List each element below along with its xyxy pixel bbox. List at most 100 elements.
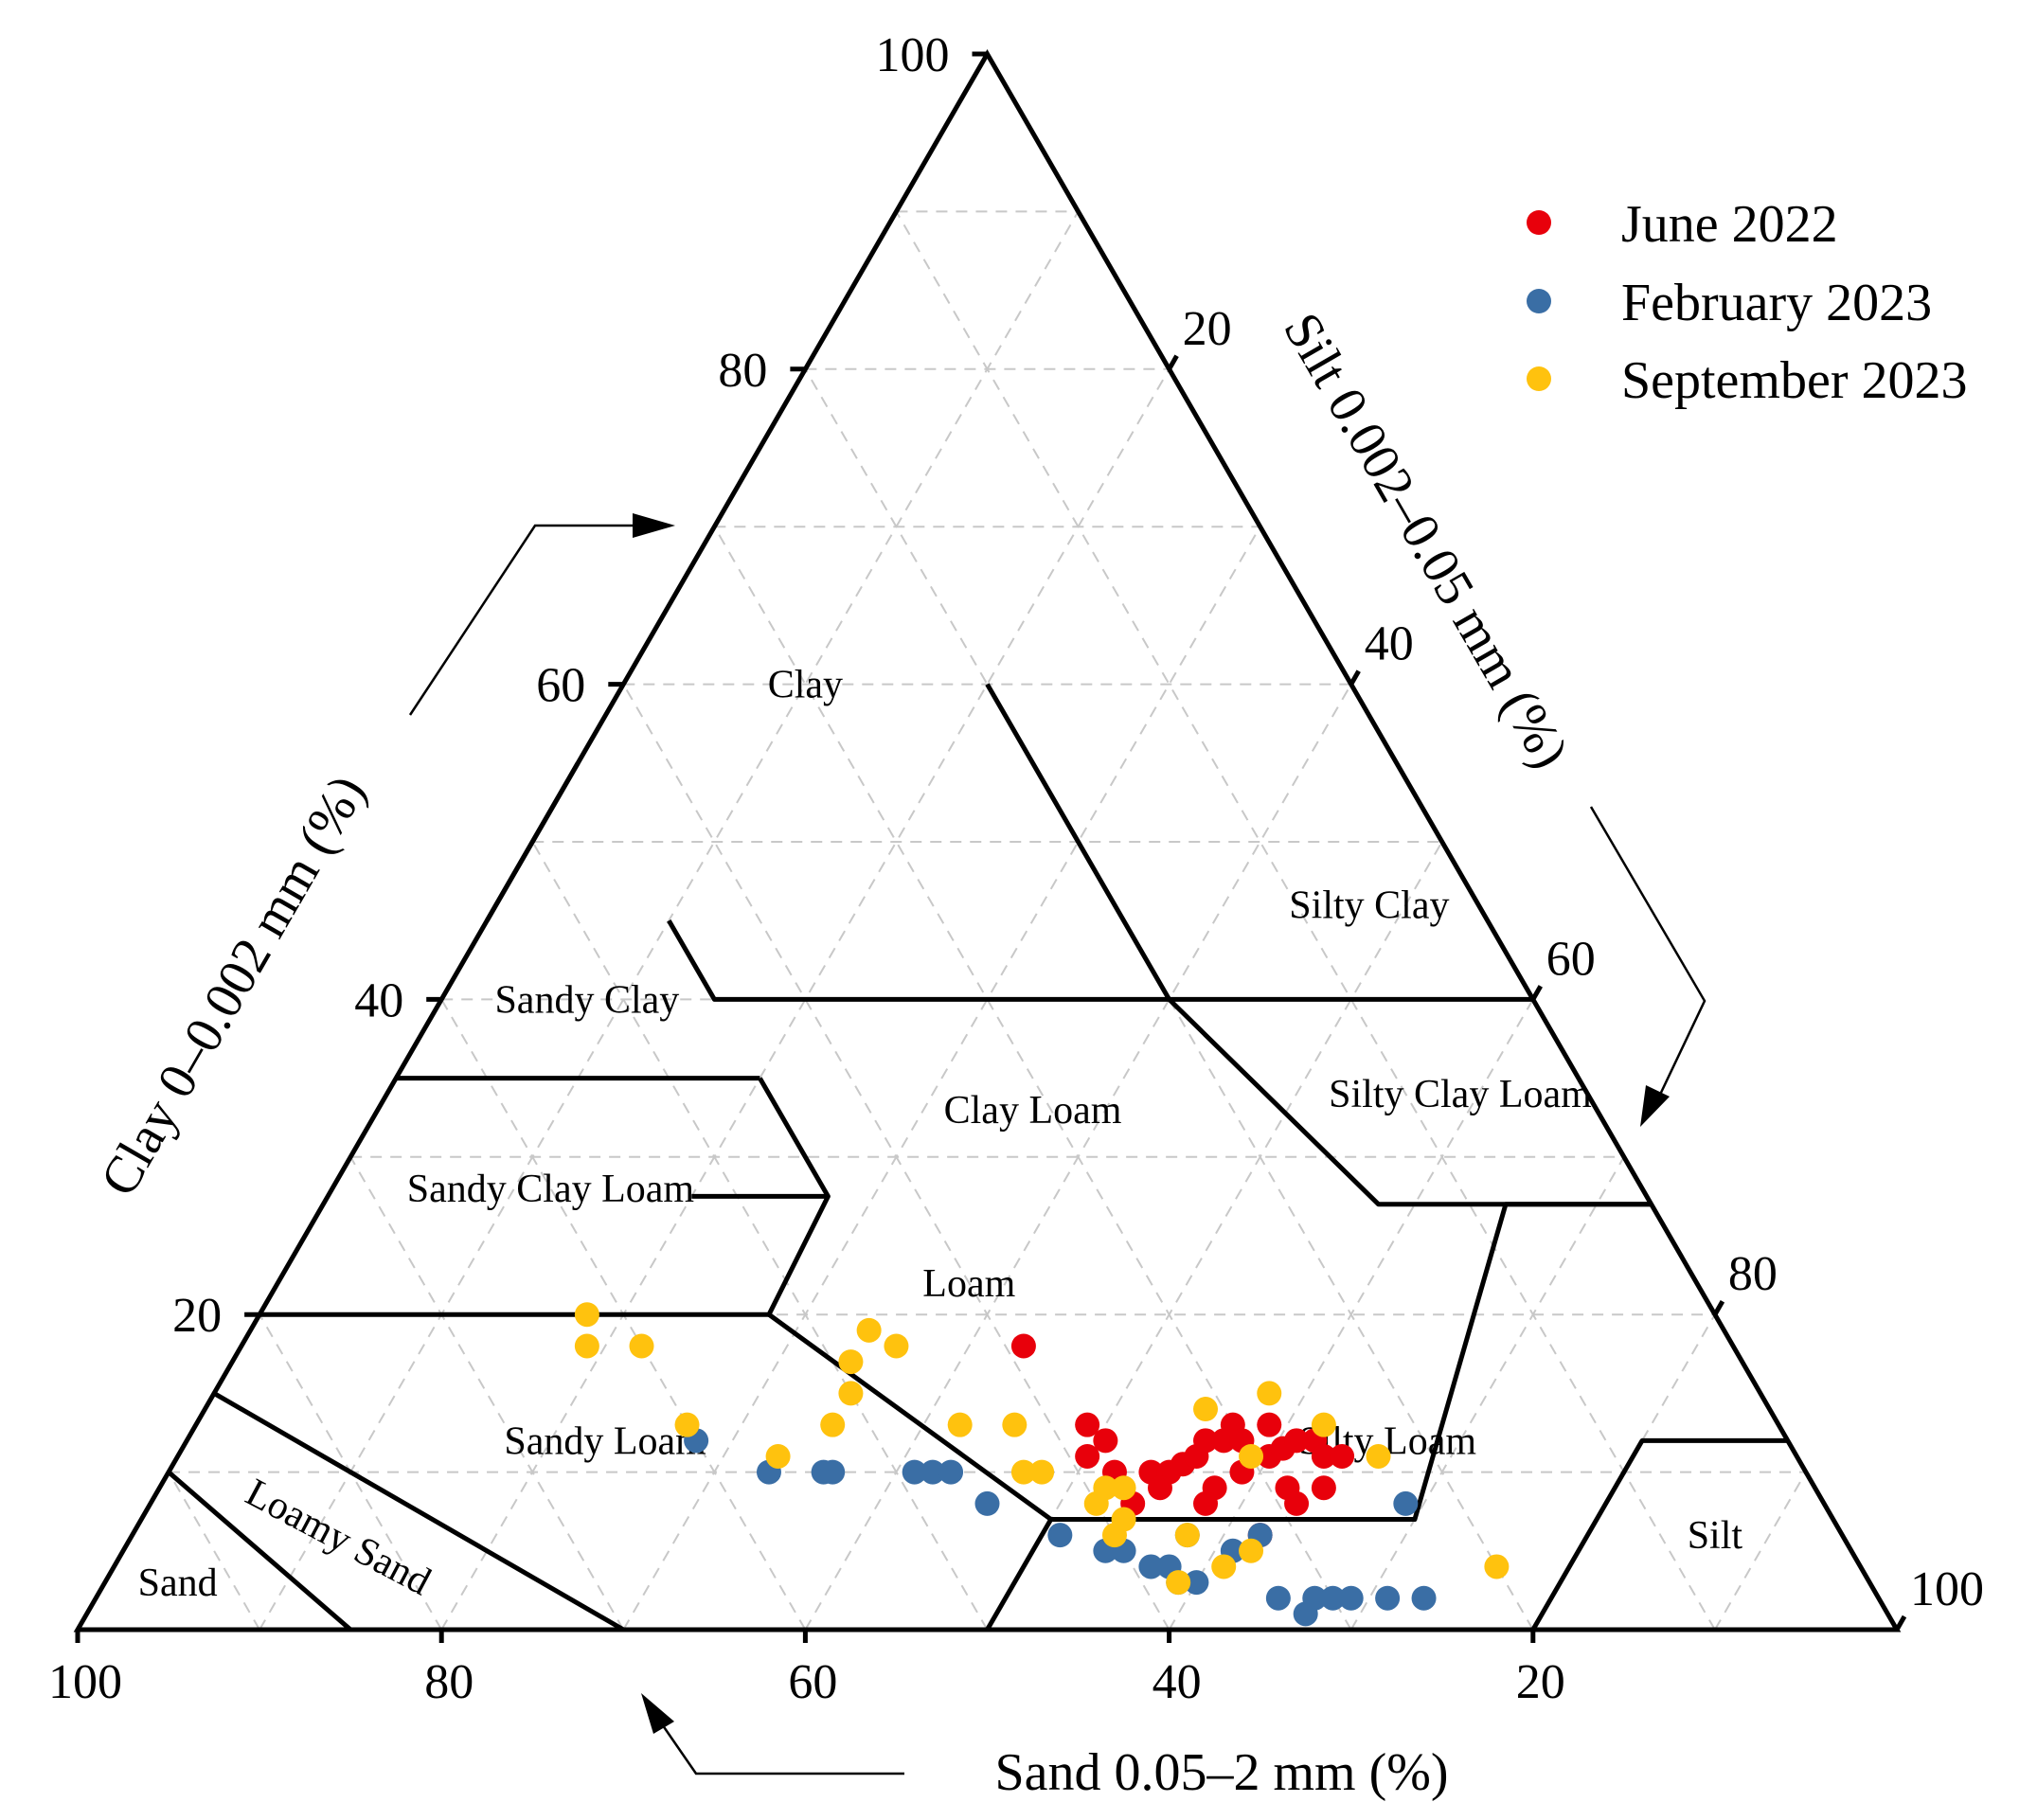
legend-label-june-2022: June 2022 bbox=[1621, 195, 1838, 254]
data-point-september-2023 bbox=[1010, 1459, 1036, 1485]
data-point-september-2023 bbox=[1239, 1443, 1264, 1469]
data-point-september-2023 bbox=[1174, 1523, 1200, 1548]
sand-tick-label: 40 bbox=[1153, 1655, 1202, 1709]
clay-tick-label: 20 bbox=[172, 1289, 222, 1343]
triangle-frame bbox=[73, 48, 1902, 1633]
silt-direction-arrow bbox=[1589, 806, 1706, 1127]
grid-line-silt bbox=[986, 841, 1443, 1631]
region-label-silty-clay: Silty Clay bbox=[1289, 884, 1449, 928]
data-point-september-2023 bbox=[765, 1443, 791, 1469]
legend: June 2022 February 2023 September 2023 bbox=[1527, 195, 1967, 410]
silt-tick-mark bbox=[1712, 1299, 1725, 1316]
silt-tick-mark bbox=[1530, 985, 1543, 1001]
region-label-loamy-sand: Loamy Sand bbox=[239, 1471, 438, 1604]
data-point-september-2023 bbox=[1166, 1570, 1191, 1596]
grid-line-silt bbox=[1714, 1472, 1807, 1631]
data-point-february-2023 bbox=[1393, 1490, 1419, 1516]
clay-tick-label: 40 bbox=[354, 973, 403, 1027]
data-point-february-2023 bbox=[1293, 1601, 1318, 1627]
class-boundary bbox=[691, 1077, 831, 1199]
class-boundary bbox=[212, 1391, 625, 1633]
data-point-september-2023 bbox=[674, 1412, 700, 1437]
legend-item-february-2023: February 2023 bbox=[1527, 274, 1932, 332]
grid-line-sand bbox=[804, 368, 1534, 1631]
data-point-june-2022 bbox=[1193, 1428, 1219, 1454]
sand-axis-title: Sand 0.05–2 mm (%) bbox=[994, 1743, 1448, 1802]
legend-label-september-2023: September 2023 bbox=[1621, 351, 1967, 410]
class-boundary bbox=[985, 1518, 1053, 1632]
data-point-february-2023 bbox=[902, 1459, 927, 1485]
data-point-september-2023 bbox=[1111, 1507, 1136, 1532]
data-point-june-2022 bbox=[1311, 1475, 1336, 1501]
data-point-september-2023 bbox=[574, 1333, 599, 1359]
silt-tick-label: 40 bbox=[1365, 617, 1414, 671]
sand-tick-label: 100 bbox=[48, 1655, 122, 1709]
data-point-september-2023 bbox=[1257, 1381, 1282, 1406]
data-point-february-2023 bbox=[1320, 1585, 1346, 1611]
data-point-june-2022 bbox=[1311, 1443, 1336, 1469]
region-label-silty-clay-loam: Silty Clay Loam bbox=[1329, 1073, 1592, 1116]
grid-line-silt bbox=[1168, 998, 1534, 1631]
silt-tick-label: 20 bbox=[1183, 302, 1232, 356]
silt-tick-label: 100 bbox=[1910, 1562, 1984, 1616]
legend-item-june-2022: June 2022 bbox=[1527, 195, 1838, 254]
grid-line-silt bbox=[440, 368, 1170, 1631]
data-point-june-2022 bbox=[1193, 1490, 1219, 1516]
clay-tick-label: 80 bbox=[718, 344, 767, 398]
data-point-february-2023 bbox=[1138, 1554, 1164, 1579]
data-point-june-2022 bbox=[1284, 1490, 1310, 1516]
legend-marker-september-2023 bbox=[1527, 366, 1551, 391]
region-label-sandy-clay: Sandy Clay bbox=[494, 978, 679, 1022]
data-point-september-2023 bbox=[1484, 1554, 1510, 1579]
grid-line-sand bbox=[895, 210, 1716, 1631]
grid-line-sand bbox=[713, 526, 1352, 1631]
grid-line-silt bbox=[622, 526, 1261, 1631]
data-point-february-2023 bbox=[920, 1459, 945, 1485]
data-points bbox=[574, 1302, 1510, 1627]
data-point-june-2022 bbox=[1284, 1428, 1310, 1454]
region-label-silt: Silt bbox=[1688, 1514, 1743, 1558]
data-point-february-2023 bbox=[938, 1459, 964, 1485]
data-point-september-2023 bbox=[1311, 1412, 1336, 1437]
grid bbox=[168, 210, 1807, 1631]
legend-label-february-2023: February 2023 bbox=[1621, 274, 1932, 332]
data-point-june-2022 bbox=[1093, 1428, 1118, 1454]
silt-tick-mark bbox=[1349, 669, 1361, 686]
legend-marker-june-2022 bbox=[1527, 210, 1551, 235]
data-point-february-2023 bbox=[974, 1490, 1000, 1516]
data-point-september-2023 bbox=[1239, 1538, 1264, 1563]
data-point-february-2023 bbox=[1338, 1585, 1364, 1611]
sand-tick-label: 60 bbox=[788, 1655, 837, 1709]
legend-marker-february-2023 bbox=[1527, 289, 1551, 313]
class-boundary bbox=[259, 1195, 831, 1317]
clay-direction-arrow bbox=[408, 513, 675, 716]
data-point-june-2022 bbox=[1075, 1443, 1100, 1469]
region-label-sand: Sand bbox=[138, 1561, 218, 1605]
data-point-september-2023 bbox=[856, 1317, 882, 1343]
class-boundary bbox=[167, 1470, 352, 1632]
class-boundary bbox=[667, 683, 1172, 1002]
sand-tick-label: 80 bbox=[424, 1655, 474, 1709]
region-label-sandy-clay-loam: Sandy Clay Loam bbox=[407, 1168, 695, 1211]
sand-direction-arrow bbox=[641, 1693, 904, 1775]
clay-tick-label: 60 bbox=[536, 659, 585, 713]
silt-tick-label: 80 bbox=[1728, 1247, 1778, 1301]
data-point-september-2023 bbox=[820, 1412, 846, 1437]
tick-marks: 20 40 60 80 100 20 40 60 80 100 100 80 60 40 20 bbox=[48, 28, 1984, 1709]
data-point-september-2023 bbox=[1366, 1443, 1391, 1469]
data-point-september-2023 bbox=[1029, 1459, 1055, 1485]
region-label-loam: Loam bbox=[922, 1262, 1015, 1306]
data-point-september-2023 bbox=[574, 1302, 599, 1328]
data-point-september-2023 bbox=[947, 1412, 973, 1437]
data-point-september-2023 bbox=[1111, 1475, 1136, 1501]
data-point-june-2022 bbox=[1147, 1475, 1172, 1501]
data-point-february-2023 bbox=[1411, 1585, 1437, 1611]
data-point-september-2023 bbox=[1211, 1554, 1237, 1579]
region-label-sandy-loam: Sandy Loam bbox=[504, 1419, 706, 1463]
data-point-february-2023 bbox=[1265, 1585, 1291, 1611]
silt-tick-mark bbox=[1167, 354, 1179, 371]
region-label-clay-loam: Clay Loam bbox=[944, 1089, 1122, 1133]
data-point-september-2023 bbox=[1193, 1397, 1219, 1422]
